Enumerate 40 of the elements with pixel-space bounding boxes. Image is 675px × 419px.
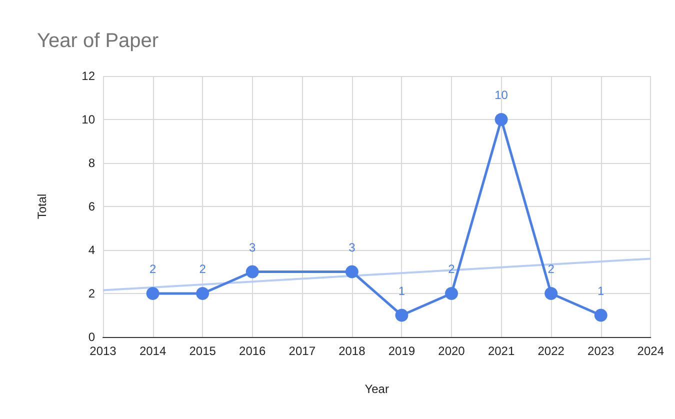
x-tick-label: 2020 [438,344,466,358]
x-tick-label: 2023 [588,344,615,358]
chart-title: Year of Paper [37,30,159,52]
data-label: 2 [149,262,156,276]
x-tick-label: 2014 [139,344,166,358]
x-tick-label: 2019 [388,344,416,358]
x-axis-title: Year [364,382,389,396]
point [445,287,458,300]
point [146,287,160,300]
x-tick-label: 2024 [637,344,664,358]
point [494,113,508,126]
data-label: 2 [548,262,555,276]
data-label: 1 [598,284,605,298]
x-tick-label: 2021 [488,344,515,358]
y-tick-label: 6 [88,200,96,214]
y-tick-label: 10 [82,112,96,126]
x-tick-label: 2015 [189,344,216,358]
x-tick-label: 2016 [239,344,266,358]
x-tick-label: 2013 [90,344,117,358]
x-tick-label: 2017 [288,344,316,358]
point [196,287,210,300]
y-axis-title: Total [35,194,49,220]
data-label: 10 [494,88,508,102]
data-label: 3 [249,240,256,254]
point [345,265,358,278]
x-tick-label: 2022 [538,344,565,358]
point [395,308,408,322]
y-tick-label: 2 [88,286,96,300]
point [594,308,608,322]
point [246,265,259,278]
data-label: 2 [448,262,456,276]
y-tick-label: 0 [88,330,96,344]
data-label: 2 [199,262,206,276]
y-tick-label: 8 [88,156,96,170]
point [544,287,558,300]
data-label: 3 [348,240,356,254]
data-label: 1 [398,284,406,298]
y-tick-label: 12 [82,69,96,83]
y-tick-label: 4 [88,243,96,257]
x-tick-label: 2018 [338,344,366,358]
